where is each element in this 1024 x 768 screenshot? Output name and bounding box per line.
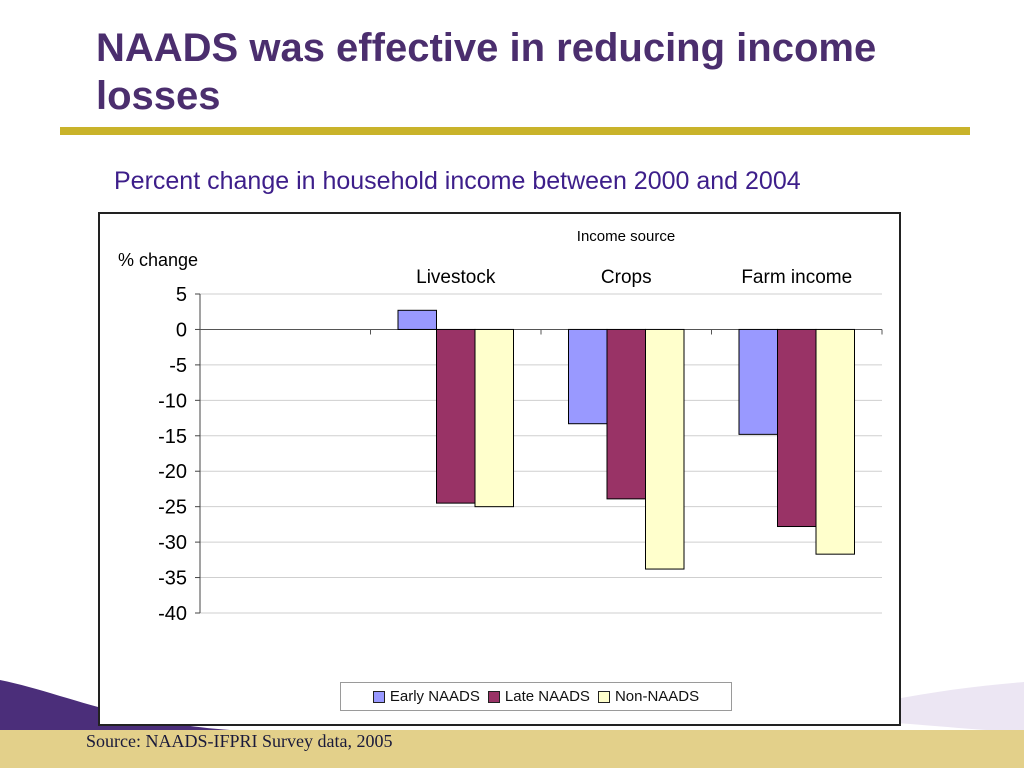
legend-label-early: Early NAADS xyxy=(389,688,480,705)
category-label: Livestock xyxy=(416,267,496,288)
category-label: Farm income xyxy=(741,267,852,288)
y-tick-label: -35 xyxy=(158,568,187,590)
y-tick-label: -10 xyxy=(158,390,187,412)
legend-item-late: Late NAADS xyxy=(487,688,590,705)
y-tick-label: -5 xyxy=(169,355,187,377)
legend-swatch-late xyxy=(487,690,500,703)
footer-band xyxy=(0,730,1024,768)
category-label: Crops xyxy=(601,267,652,288)
bar-chart: 5 0 -5 -10 -15 -20 -25 -30 -35 -40 % change Income … xyxy=(118,228,883,625)
title-rule xyxy=(60,127,970,135)
bar-non-naads-livestock xyxy=(474,328,514,508)
bar-non-naads-farm-income xyxy=(815,328,855,555)
legend-label-non: Non-NAADS xyxy=(614,688,700,705)
bar-early-naads-livestock xyxy=(397,309,437,330)
y-tick-label: -15 xyxy=(158,426,187,448)
y-tick-label: -20 xyxy=(158,461,187,483)
y-tick-label: -25 xyxy=(158,497,187,519)
chart-frame: 5 0 -5 -10 -15 -20 -25 -30 -35 -40 % change Income … xyxy=(98,212,901,726)
legend-swatch-non xyxy=(597,690,610,703)
legend-swatch-early xyxy=(372,690,385,703)
legend-item-non: Non-NAADS xyxy=(597,688,700,705)
y-axis-label: % change xyxy=(118,250,198,270)
chart-legend: Early NAADS Late NAADS Non-NAADS xyxy=(340,682,732,711)
y-tick-label: 5 xyxy=(176,284,187,306)
group-header: Income source xyxy=(577,228,675,245)
bar-non-naads-crops xyxy=(645,328,685,570)
bar-late-naads-farm-income xyxy=(777,328,817,528)
y-tick-label: -30 xyxy=(158,532,187,554)
bar-late-naads-livestock xyxy=(436,328,476,504)
bar-late-naads-crops xyxy=(606,328,646,500)
source-note: Source: NAADS-IFPRI Survey data, 2005 xyxy=(86,731,393,751)
slide-title: NAADS was effective in reducing income l… xyxy=(96,26,877,118)
bar-early-naads-farm-income xyxy=(738,328,778,435)
legend-item-early: Early NAADS xyxy=(372,688,480,705)
y-tick-label: -40 xyxy=(158,603,187,625)
legend-label-late: Late NAADS xyxy=(504,688,590,705)
y-tick-label: 0 xyxy=(176,319,187,341)
bar-early-naads-crops xyxy=(568,328,608,425)
chart-subtitle: Percent change in household income betwe… xyxy=(114,167,801,195)
